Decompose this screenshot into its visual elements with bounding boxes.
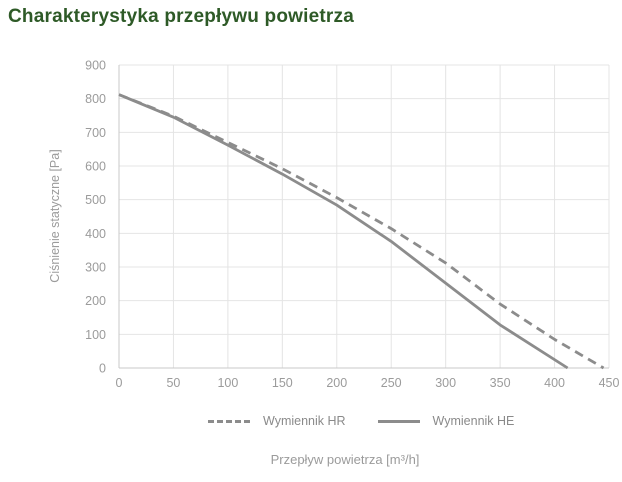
legend-label-he: Wymiennik HE [432,414,515,428]
y-tick-label: 0 [99,362,106,376]
series-wymiennik-hr [118,93,605,370]
y-tick-label: 800 [85,92,106,106]
x-tick-label: 350 [490,376,511,390]
page-title: Charakterystyka przepływu powietrza [8,6,354,27]
x-tick-label: 250 [381,376,402,390]
y-tick-label: 100 [85,328,106,342]
y-tick-label: 600 [85,160,106,174]
y-tick-label: 700 [85,126,106,140]
solid-line-swatch [377,419,420,423]
dashed-line-swatch [208,419,250,423]
y-tick-label: 300 [85,261,106,275]
x-tick-label: 450 [599,376,620,390]
series-wymiennik-he [118,93,569,370]
x-tick-label: 300 [435,376,456,390]
x-tick-label: 150 [272,376,293,390]
x-axis-title: Przepływ powietrza [m³/h] [270,452,420,467]
x-tick-label: 100 [217,376,238,390]
x-tick-label: 50 [166,376,180,390]
y-tick-label: 200 [85,294,106,308]
legend-label-hr: Wymiennik HR [263,414,346,428]
x-tick-label: 400 [544,376,565,390]
chart-legend: Wymiennik HR Wymiennik HE [208,414,514,428]
y-axis-title: Ciśnienie statyczne [Pa] [48,149,62,283]
y-tick-label: 400 [85,227,106,241]
y-tick-label: 500 [85,193,106,207]
legend-item-wymiennik-he: Wymiennik HE [377,414,515,428]
legend-item-wymiennik-hr: Wymiennik HR [208,414,346,428]
x-tick-label: 200 [326,376,347,390]
x-tick-label: 0 [116,376,123,390]
y-tick-label: 900 [85,59,106,73]
